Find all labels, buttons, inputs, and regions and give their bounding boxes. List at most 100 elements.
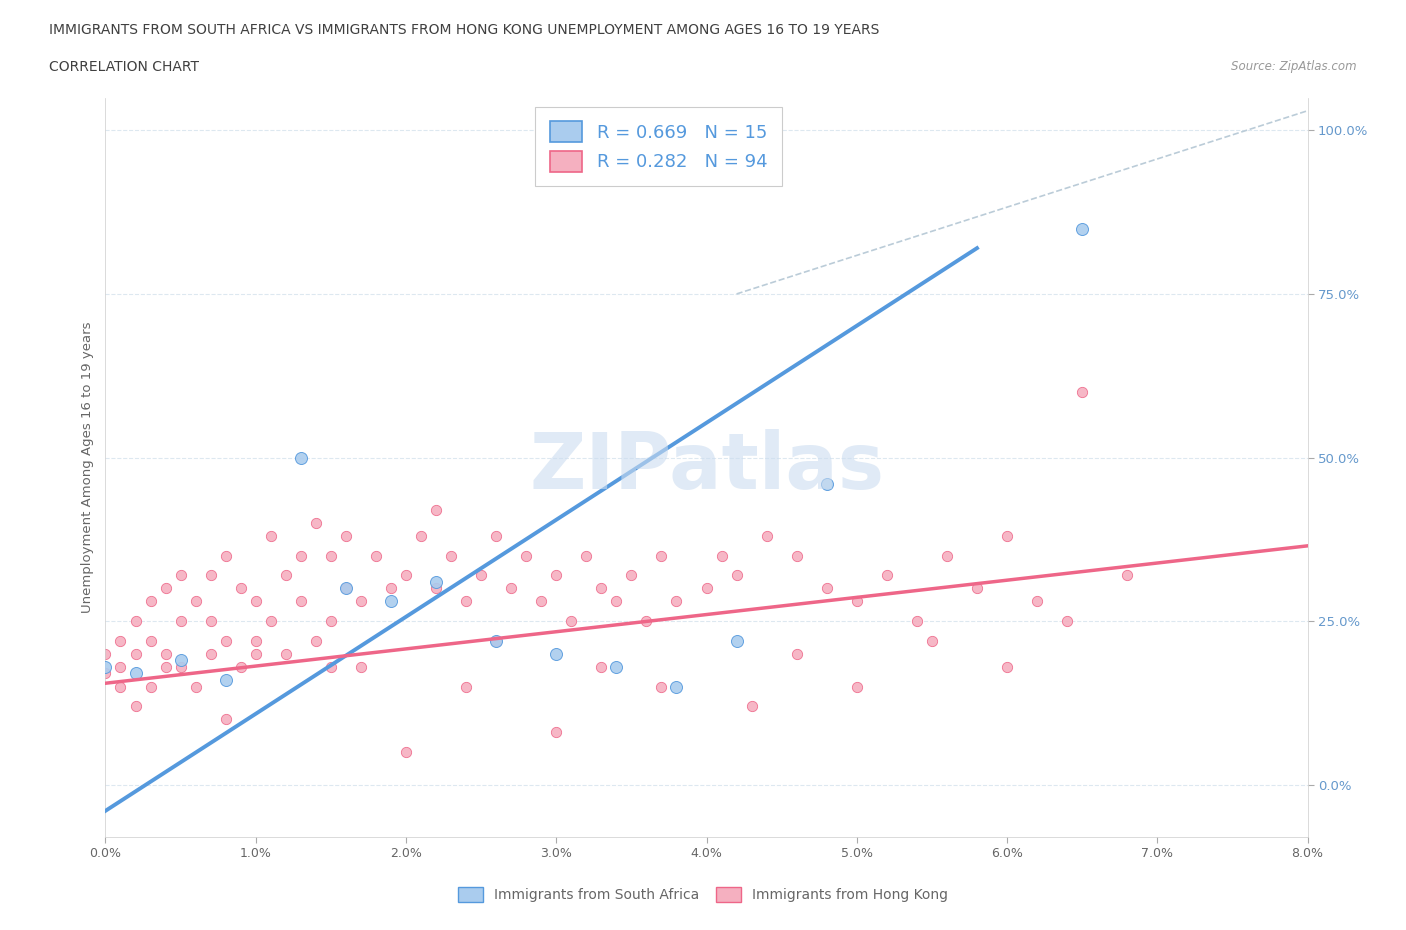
Point xyxy=(184,594,207,609)
Point xyxy=(636,614,658,629)
Point xyxy=(876,568,898,583)
Point xyxy=(485,633,508,648)
Point xyxy=(560,614,582,629)
Point xyxy=(546,646,568,661)
Y-axis label: Unemployment Among Ages 16 to 19 years: Unemployment Among Ages 16 to 19 years xyxy=(82,322,94,613)
Point xyxy=(260,528,283,543)
Point xyxy=(169,653,191,668)
Point xyxy=(200,646,222,661)
Point xyxy=(139,679,162,694)
Point xyxy=(110,659,132,674)
Point xyxy=(696,581,718,596)
Point xyxy=(395,568,418,583)
Text: ZIPatlas: ZIPatlas xyxy=(529,430,884,505)
Text: IMMIGRANTS FROM SOUTH AFRICA VS IMMIGRANTS FROM HONG KONG UNEMPLOYMENT AMONG AGE: IMMIGRANTS FROM SOUTH AFRICA VS IMMIGRAN… xyxy=(49,23,880,37)
Point xyxy=(229,659,252,674)
Point xyxy=(245,594,267,609)
Point xyxy=(425,581,447,596)
Point xyxy=(591,659,613,674)
Point xyxy=(845,679,868,694)
Point xyxy=(155,659,177,674)
Point xyxy=(1071,221,1094,236)
Point xyxy=(665,679,688,694)
Point xyxy=(725,633,748,648)
Point xyxy=(124,666,146,681)
Point xyxy=(290,450,312,465)
Point xyxy=(650,548,672,563)
Point xyxy=(274,646,297,661)
Point xyxy=(290,548,312,563)
Point xyxy=(350,659,373,674)
Point xyxy=(425,575,447,590)
Point xyxy=(995,528,1018,543)
Point xyxy=(755,528,778,543)
Point xyxy=(110,679,132,694)
Point xyxy=(155,646,177,661)
Point xyxy=(139,633,162,648)
Point xyxy=(110,633,132,648)
Point xyxy=(124,646,146,661)
Point xyxy=(200,568,222,583)
Point xyxy=(94,666,117,681)
Text: Source: ZipAtlas.com: Source: ZipAtlas.com xyxy=(1232,60,1357,73)
Point xyxy=(319,614,342,629)
Point xyxy=(966,581,988,596)
Point xyxy=(440,548,463,563)
Point xyxy=(364,548,387,563)
Point xyxy=(470,568,492,583)
Point xyxy=(710,548,733,563)
Point xyxy=(786,548,808,563)
Point xyxy=(290,594,312,609)
Point xyxy=(815,581,838,596)
Point xyxy=(1056,614,1078,629)
Point xyxy=(786,646,808,661)
Point xyxy=(94,646,117,661)
Point xyxy=(665,594,688,609)
Point xyxy=(936,548,959,563)
Point xyxy=(395,745,418,760)
Point xyxy=(1026,594,1049,609)
Point xyxy=(245,646,267,661)
Point xyxy=(260,614,283,629)
Point xyxy=(485,528,508,543)
Point xyxy=(575,548,598,563)
Point xyxy=(591,581,613,596)
Point xyxy=(485,633,508,648)
Point xyxy=(546,568,568,583)
Point xyxy=(995,659,1018,674)
Point xyxy=(139,594,162,609)
Point xyxy=(1071,385,1094,400)
Point xyxy=(620,568,643,583)
Point xyxy=(245,633,267,648)
Point xyxy=(335,581,357,596)
Point xyxy=(605,594,627,609)
Point xyxy=(214,633,236,648)
Point xyxy=(845,594,868,609)
Point xyxy=(200,614,222,629)
Point xyxy=(169,568,191,583)
Point xyxy=(425,502,447,517)
Point xyxy=(921,633,943,648)
Point xyxy=(274,568,297,583)
Point xyxy=(229,581,252,596)
Point xyxy=(905,614,928,629)
Point xyxy=(94,659,117,674)
Point xyxy=(319,659,342,674)
Point xyxy=(380,581,402,596)
Point xyxy=(155,581,177,596)
Point xyxy=(546,724,568,739)
Point xyxy=(335,581,357,596)
Legend: R = 0.669   N = 15, R = 0.282   N = 94: R = 0.669 N = 15, R = 0.282 N = 94 xyxy=(536,107,782,186)
Point xyxy=(184,679,207,694)
Point xyxy=(409,528,432,543)
Point xyxy=(335,528,357,543)
Point xyxy=(214,711,236,726)
Point xyxy=(380,594,402,609)
Text: CORRELATION CHART: CORRELATION CHART xyxy=(49,60,200,74)
Point xyxy=(350,594,373,609)
Point xyxy=(1116,568,1139,583)
Point xyxy=(124,698,146,713)
Point xyxy=(319,548,342,563)
Legend: Immigrants from South Africa, Immigrants from Hong Kong: Immigrants from South Africa, Immigrants… xyxy=(451,881,955,910)
Point xyxy=(214,548,236,563)
